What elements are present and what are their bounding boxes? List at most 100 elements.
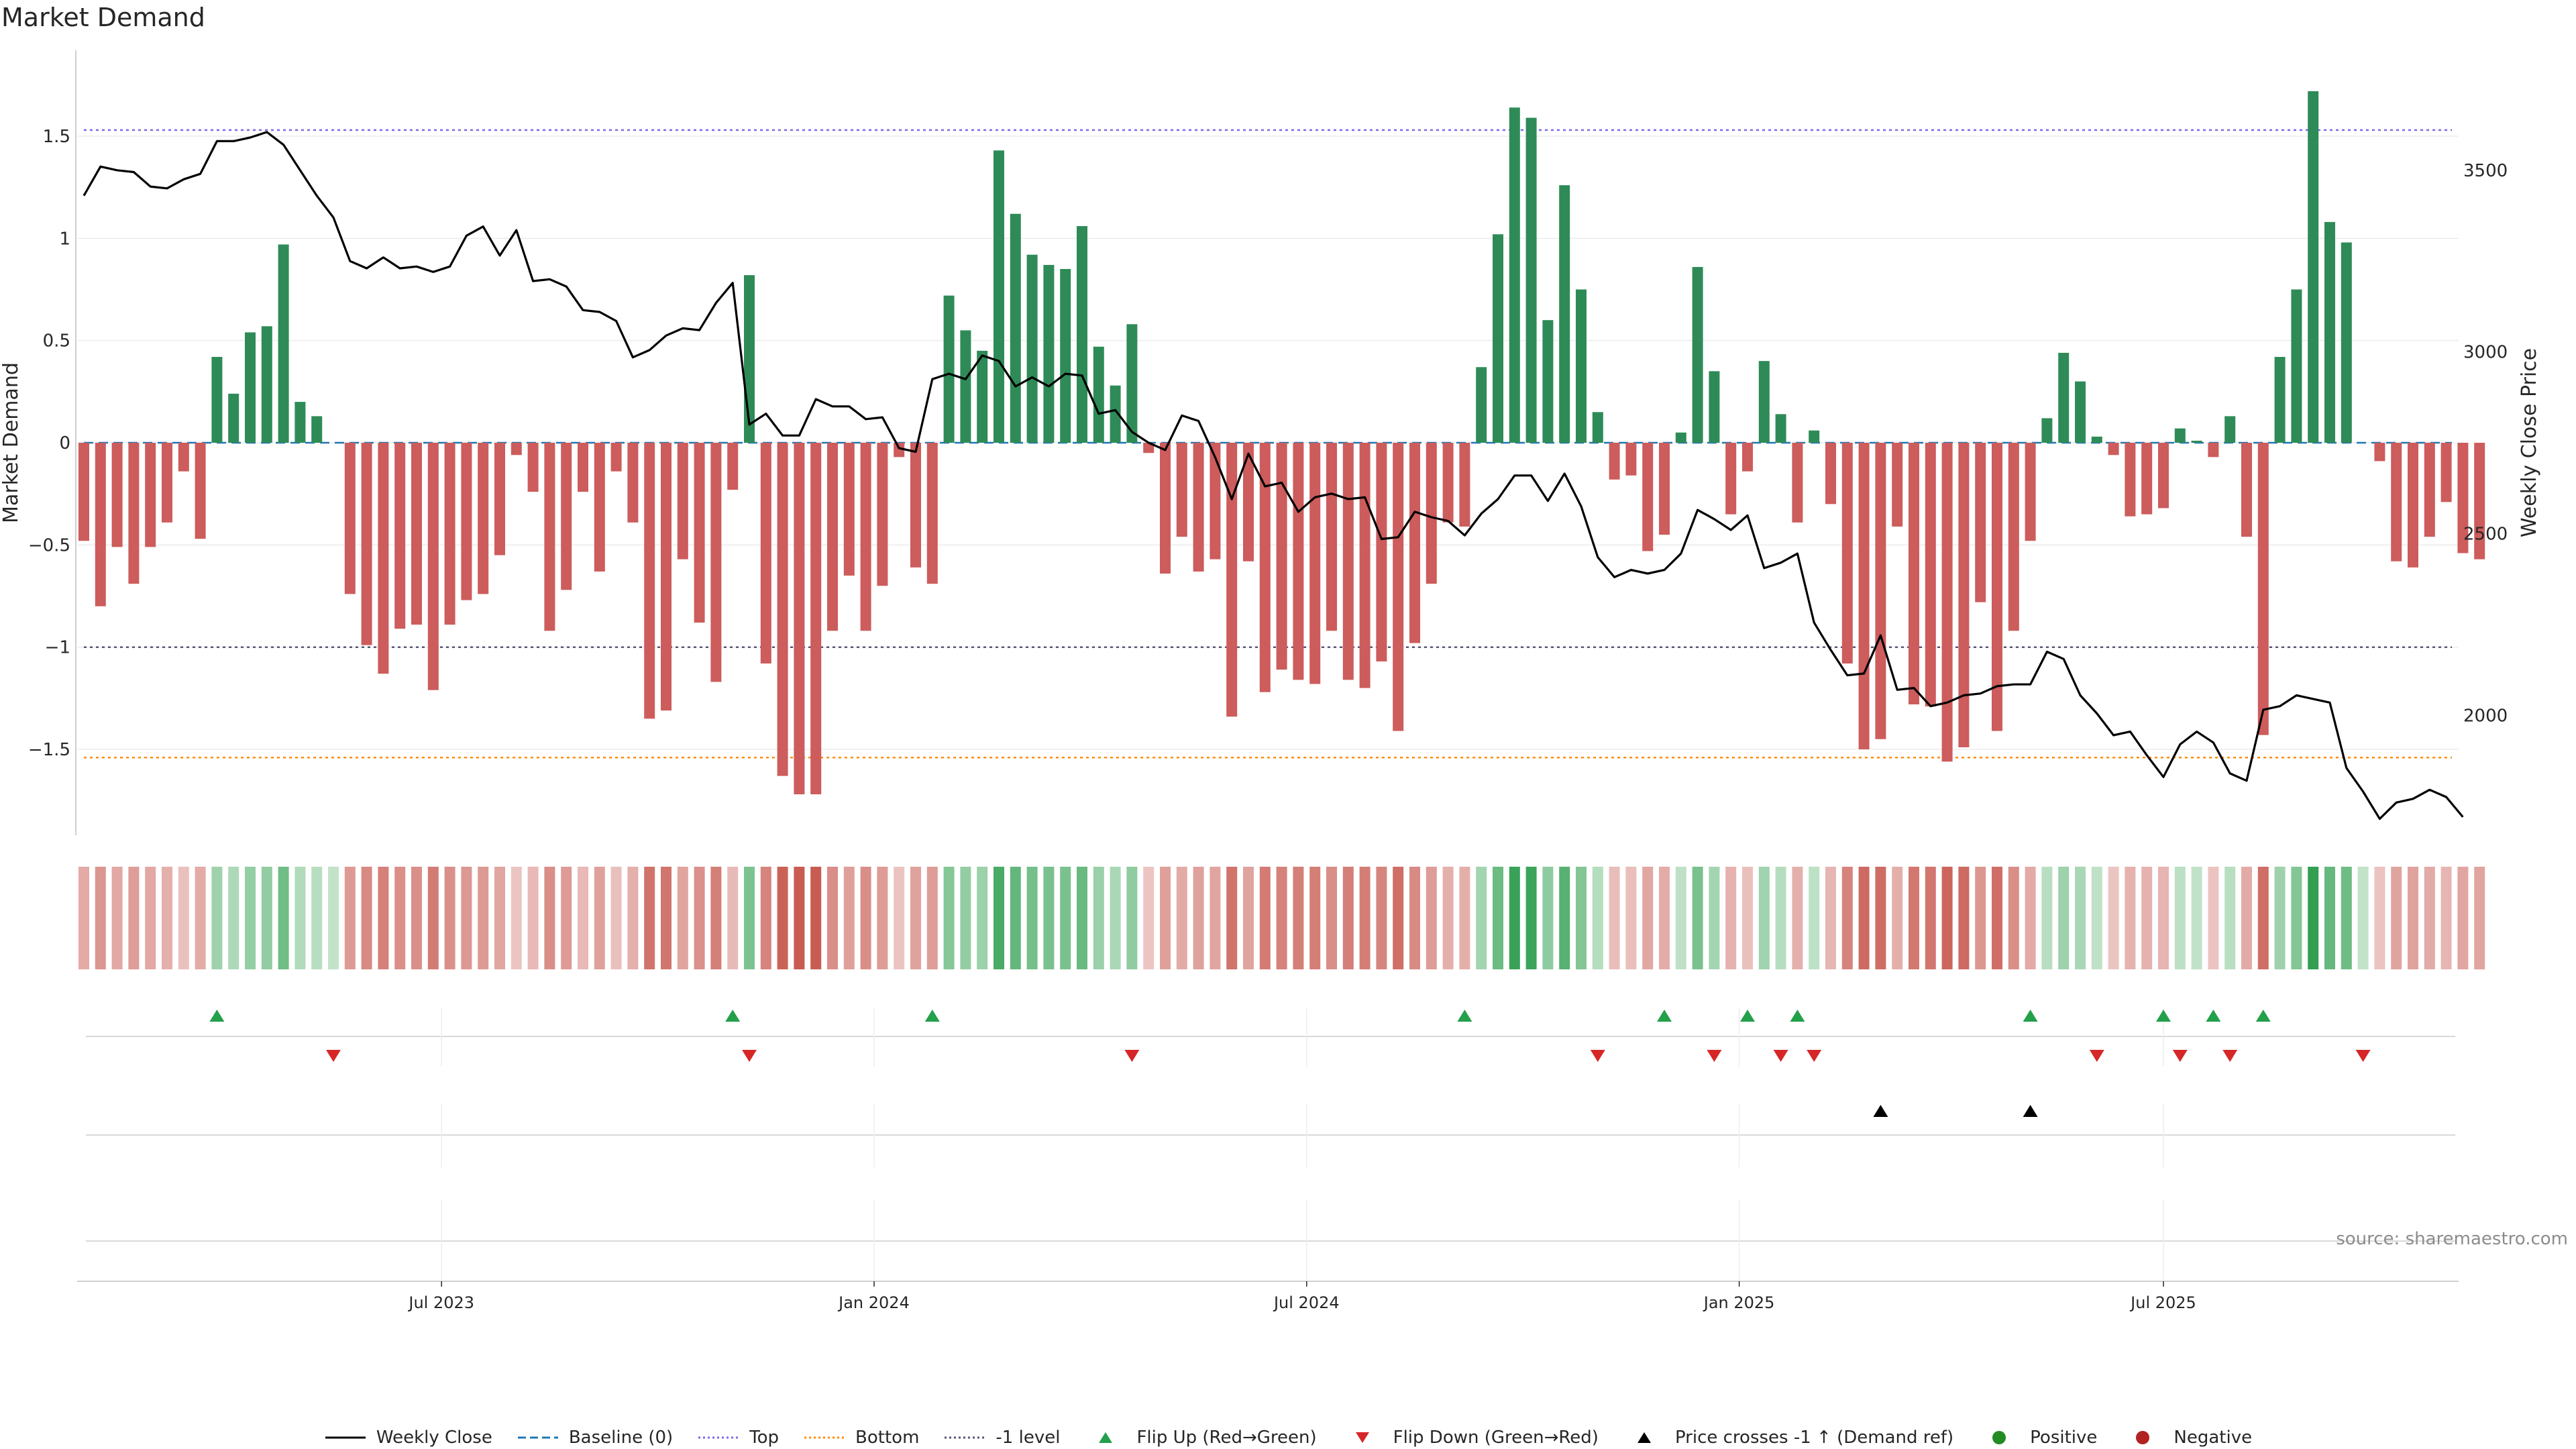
- heat-cell: [2274, 867, 2286, 969]
- heat-cell: [128, 867, 140, 969]
- heat-cell: [644, 867, 655, 969]
- heat-cell: [1376, 867, 1387, 969]
- heat-cell: [977, 867, 988, 969]
- heat-cell: [1625, 867, 1637, 969]
- heat-cell: [1359, 867, 1371, 969]
- heat-cell: [827, 867, 838, 969]
- flip-up-marker: [2206, 1010, 2221, 1022]
- legend-item: Flip Down (Green→Red): [1341, 1428, 1599, 1448]
- heat-cell: [2108, 867, 2119, 969]
- heat-cell: [2474, 867, 2485, 969]
- legend: Weekly Close Baseline (0) Top Bottom -1 leve…: [0, 1428, 2576, 1448]
- demand-bar-negative: [1326, 443, 1337, 631]
- heat-cell: [211, 867, 223, 969]
- demand-bar-positive: [311, 416, 323, 443]
- heat-cell: [1659, 867, 1670, 969]
- heat-cell: [1909, 867, 1919, 969]
- demand-bar-negative: [794, 443, 805, 795]
- heat-cell: [1809, 867, 1820, 969]
- flip-up-marker: [1740, 1010, 1755, 1022]
- legend-item: Bottom: [803, 1428, 919, 1448]
- heat-cell: [1393, 867, 1404, 969]
- demand-bar-negative: [444, 443, 455, 625]
- demand-bar-negative: [378, 443, 389, 674]
- demand-bar-negative: [578, 443, 588, 492]
- heat-cell: [2041, 867, 2053, 969]
- legend-swatch-dash: [517, 1436, 558, 1439]
- heat-cell: [2424, 867, 2435, 969]
- demand-bar-negative: [2257, 443, 2269, 735]
- y-tick-label: −1: [45, 638, 70, 658]
- heat-cell: [311, 867, 323, 969]
- x-tick-label: Jan 2024: [837, 1293, 910, 1312]
- demand-bar-positive: [2041, 418, 2053, 443]
- heat-cell: [228, 867, 239, 969]
- heat-cell: [2324, 867, 2335, 969]
- heat-cell: [943, 867, 955, 969]
- y2-tick-label: 3000: [2463, 343, 2508, 363]
- heat-cell: [1176, 867, 1187, 969]
- y2-tick-label: 3500: [2463, 161, 2508, 181]
- demand-bar-positive: [1077, 226, 1087, 443]
- demand-bar-negative: [1892, 443, 1903, 527]
- demand-bar-negative: [1742, 443, 1753, 472]
- demand-bar-negative: [162, 443, 172, 523]
- demand-bar-positive: [1525, 117, 1537, 443]
- demand-bar-positive: [994, 150, 1004, 443]
- demand-bar-positive: [1126, 324, 1138, 443]
- price-line-layer: [83, 131, 2464, 820]
- x-tick-label: Jan 2025: [1703, 1293, 1775, 1312]
- heat-cell: [694, 867, 705, 969]
- demand-bar-negative: [1858, 443, 1870, 750]
- legend-swatch-circle: [2136, 1431, 2150, 1444]
- heat-cell: [1892, 867, 1903, 969]
- demand-bar-negative: [877, 443, 888, 586]
- heat-cell: [1226, 867, 1238, 969]
- legend-label: Positive: [2030, 1428, 2098, 1448]
- heat-cell: [727, 867, 739, 969]
- heat-cell: [95, 867, 106, 969]
- demand-bar-positive: [2308, 91, 2319, 443]
- heat-cell: [361, 867, 372, 969]
- flip-up-marker: [209, 1010, 225, 1022]
- demand-bar-negative: [461, 443, 472, 600]
- legend-label: Flip Up (Red→Green): [1136, 1428, 1317, 1448]
- flip-down-marker: [1807, 1050, 1822, 1062]
- heat-cell: [444, 867, 455, 969]
- demand-bar-negative: [511, 443, 522, 455]
- heat-cell: [877, 867, 888, 969]
- demand-bar-negative: [1609, 443, 1620, 480]
- legend-label: Flip Down (Green→Red): [1393, 1428, 1599, 1448]
- heat-cell: [1442, 867, 1454, 969]
- demand-bar-negative: [411, 443, 422, 625]
- heat-cell: [2391, 867, 2402, 969]
- heat-cell: [2125, 867, 2136, 969]
- heat-cell: [1592, 867, 1603, 969]
- demand-bar-negative: [1992, 443, 2002, 731]
- legend-swatch-tri-down: [1355, 1432, 1369, 1443]
- heat-cell: [2058, 867, 2070, 969]
- demand-bar-positive: [2291, 289, 2302, 443]
- demand-bar-positive: [1093, 346, 1104, 443]
- legend-swatch-tri-up: [1099, 1432, 1113, 1443]
- heat-cell: [1342, 867, 1354, 969]
- heat-cell: [1043, 867, 1055, 969]
- heat-cell: [1858, 867, 1870, 969]
- heat-cell: [578, 867, 588, 969]
- heat-cell: [1642, 867, 1654, 969]
- heat-cell: [610, 867, 622, 969]
- demand-bar-negative: [2474, 443, 2485, 559]
- demand-bar-positive: [2174, 428, 2186, 443]
- price-cross-marker: [1873, 1105, 1888, 1117]
- demand-bar-positive: [228, 393, 239, 443]
- demand-bar-negative: [1909, 443, 1919, 704]
- demand-bar-negative: [561, 443, 572, 590]
- flip-down-marker: [2222, 1050, 2238, 1062]
- y-tick-label: 0: [59, 433, 70, 453]
- y-tick-label: −0.5: [28, 535, 70, 555]
- y-axis-title: Market Demand: [0, 362, 23, 523]
- heat-cell: [1775, 867, 1786, 969]
- demand-bar-positive: [278, 244, 289, 443]
- heat-cell: [1559, 867, 1570, 969]
- legend-item: Baseline (0): [517, 1428, 673, 1448]
